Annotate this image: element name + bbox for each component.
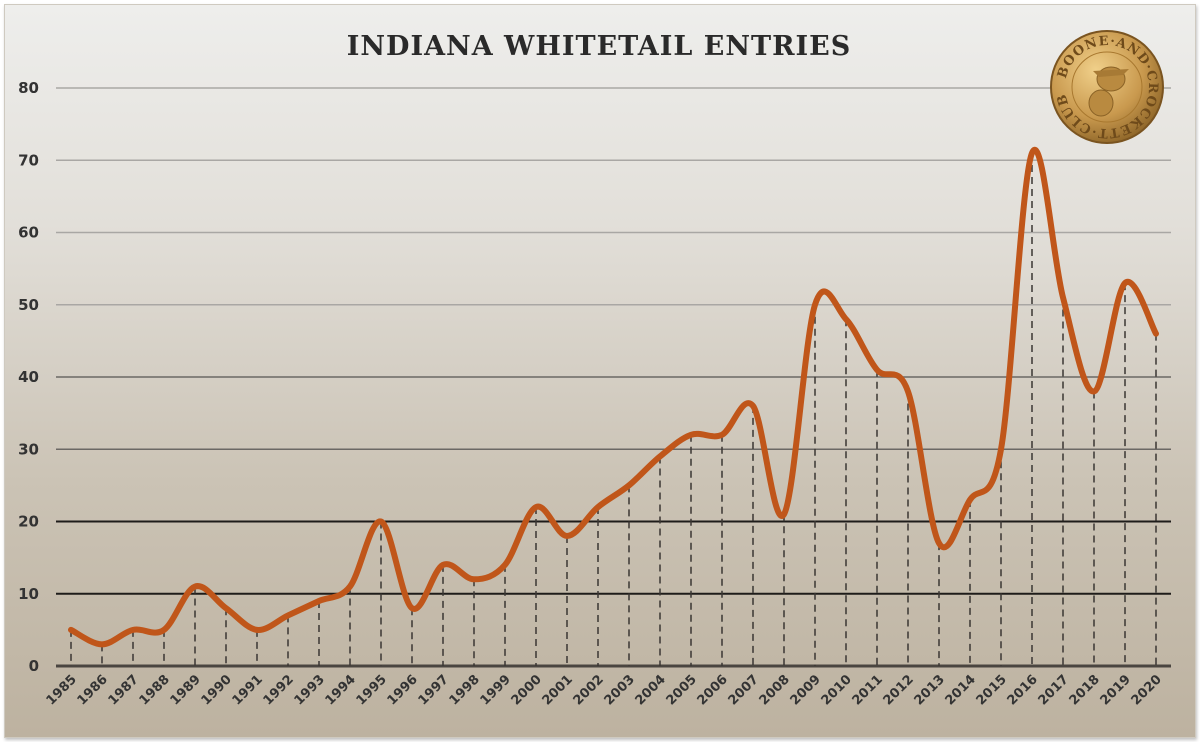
- x-tick-label: 2012: [881, 672, 917, 708]
- x-tick-label: 1993: [292, 672, 328, 708]
- chart-title: INDIANA WHITETAIL ENTRIES: [347, 31, 852, 62]
- x-tick-label: 1992: [261, 672, 297, 708]
- x-tick-label: 2013: [912, 672, 948, 708]
- x-tick-label: 2006: [695, 672, 731, 708]
- y-tick-label: 80: [18, 79, 39, 97]
- y-tick-label: 50: [18, 296, 39, 314]
- x-tick-label: 1997: [416, 672, 452, 708]
- series-line: [68, 146, 1159, 648]
- x-tick-label: 1994: [323, 672, 359, 708]
- x-tick-label: 1991: [230, 672, 266, 708]
- x-tick-label: 2005: [664, 672, 700, 708]
- x-tick-label: 2001: [540, 672, 576, 708]
- x-tick-label: 2017: [1036, 672, 1072, 708]
- x-tick-label: 2014: [943, 672, 979, 708]
- x-tick-label: 2003: [602, 672, 638, 708]
- y-tick-label: 20: [18, 513, 39, 531]
- y-tick-label: 0: [29, 657, 39, 675]
- x-tick-label: 2009: [788, 672, 824, 708]
- line-chart: INDIANA WHITETAIL ENTRIES 0 10 20 30 40 50 60 7…: [18, 30, 1171, 708]
- x-tick-label: 2015: [974, 672, 1010, 708]
- x-tick-label: 2020: [1129, 672, 1165, 708]
- x-tick-label: 2016: [1005, 672, 1041, 708]
- x-tick-label: 2004: [633, 672, 669, 708]
- x-tick-label: 1998: [447, 672, 483, 708]
- x-tick-label: 1989: [168, 672, 204, 708]
- x-tick-label: 1985: [44, 672, 80, 708]
- x-tick-label: 1995: [354, 672, 390, 708]
- y-tick-label: 70: [18, 151, 39, 169]
- x-tick-label: 2007: [726, 672, 762, 708]
- x-tick-label: 1999: [478, 672, 514, 708]
- x-tick-label: 2000: [509, 672, 545, 708]
- boone-and-crockett-medal-logo: BOONE·AND·CROCKETT·CLUB: [1050, 30, 1164, 144]
- x-tick-label: 1996: [385, 672, 421, 708]
- y-tick-label: 40: [18, 368, 39, 386]
- y-tick-label: 60: [18, 224, 39, 242]
- x-tick-label: 2010: [819, 672, 855, 708]
- x-tick-label: 2008: [757, 672, 793, 708]
- x-tick-label: 2019: [1098, 672, 1134, 708]
- chart-frame: INDIANA WHITETAIL ENTRIES 0 10 20 30 40 50 60 7…: [4, 4, 1196, 738]
- y-tick-label: 10: [18, 585, 39, 603]
- x-tick-label: 1990: [199, 672, 235, 708]
- x-tick-label: 1987: [106, 672, 142, 708]
- x-tick-label: 1986: [75, 672, 111, 708]
- x-tick-label: 2018: [1067, 672, 1103, 708]
- y-tick-label: 30: [18, 440, 39, 458]
- x-tick-label: 2002: [571, 672, 607, 708]
- x-tick-label: 1988: [137, 672, 173, 708]
- x-tick-label: 2011: [850, 672, 886, 708]
